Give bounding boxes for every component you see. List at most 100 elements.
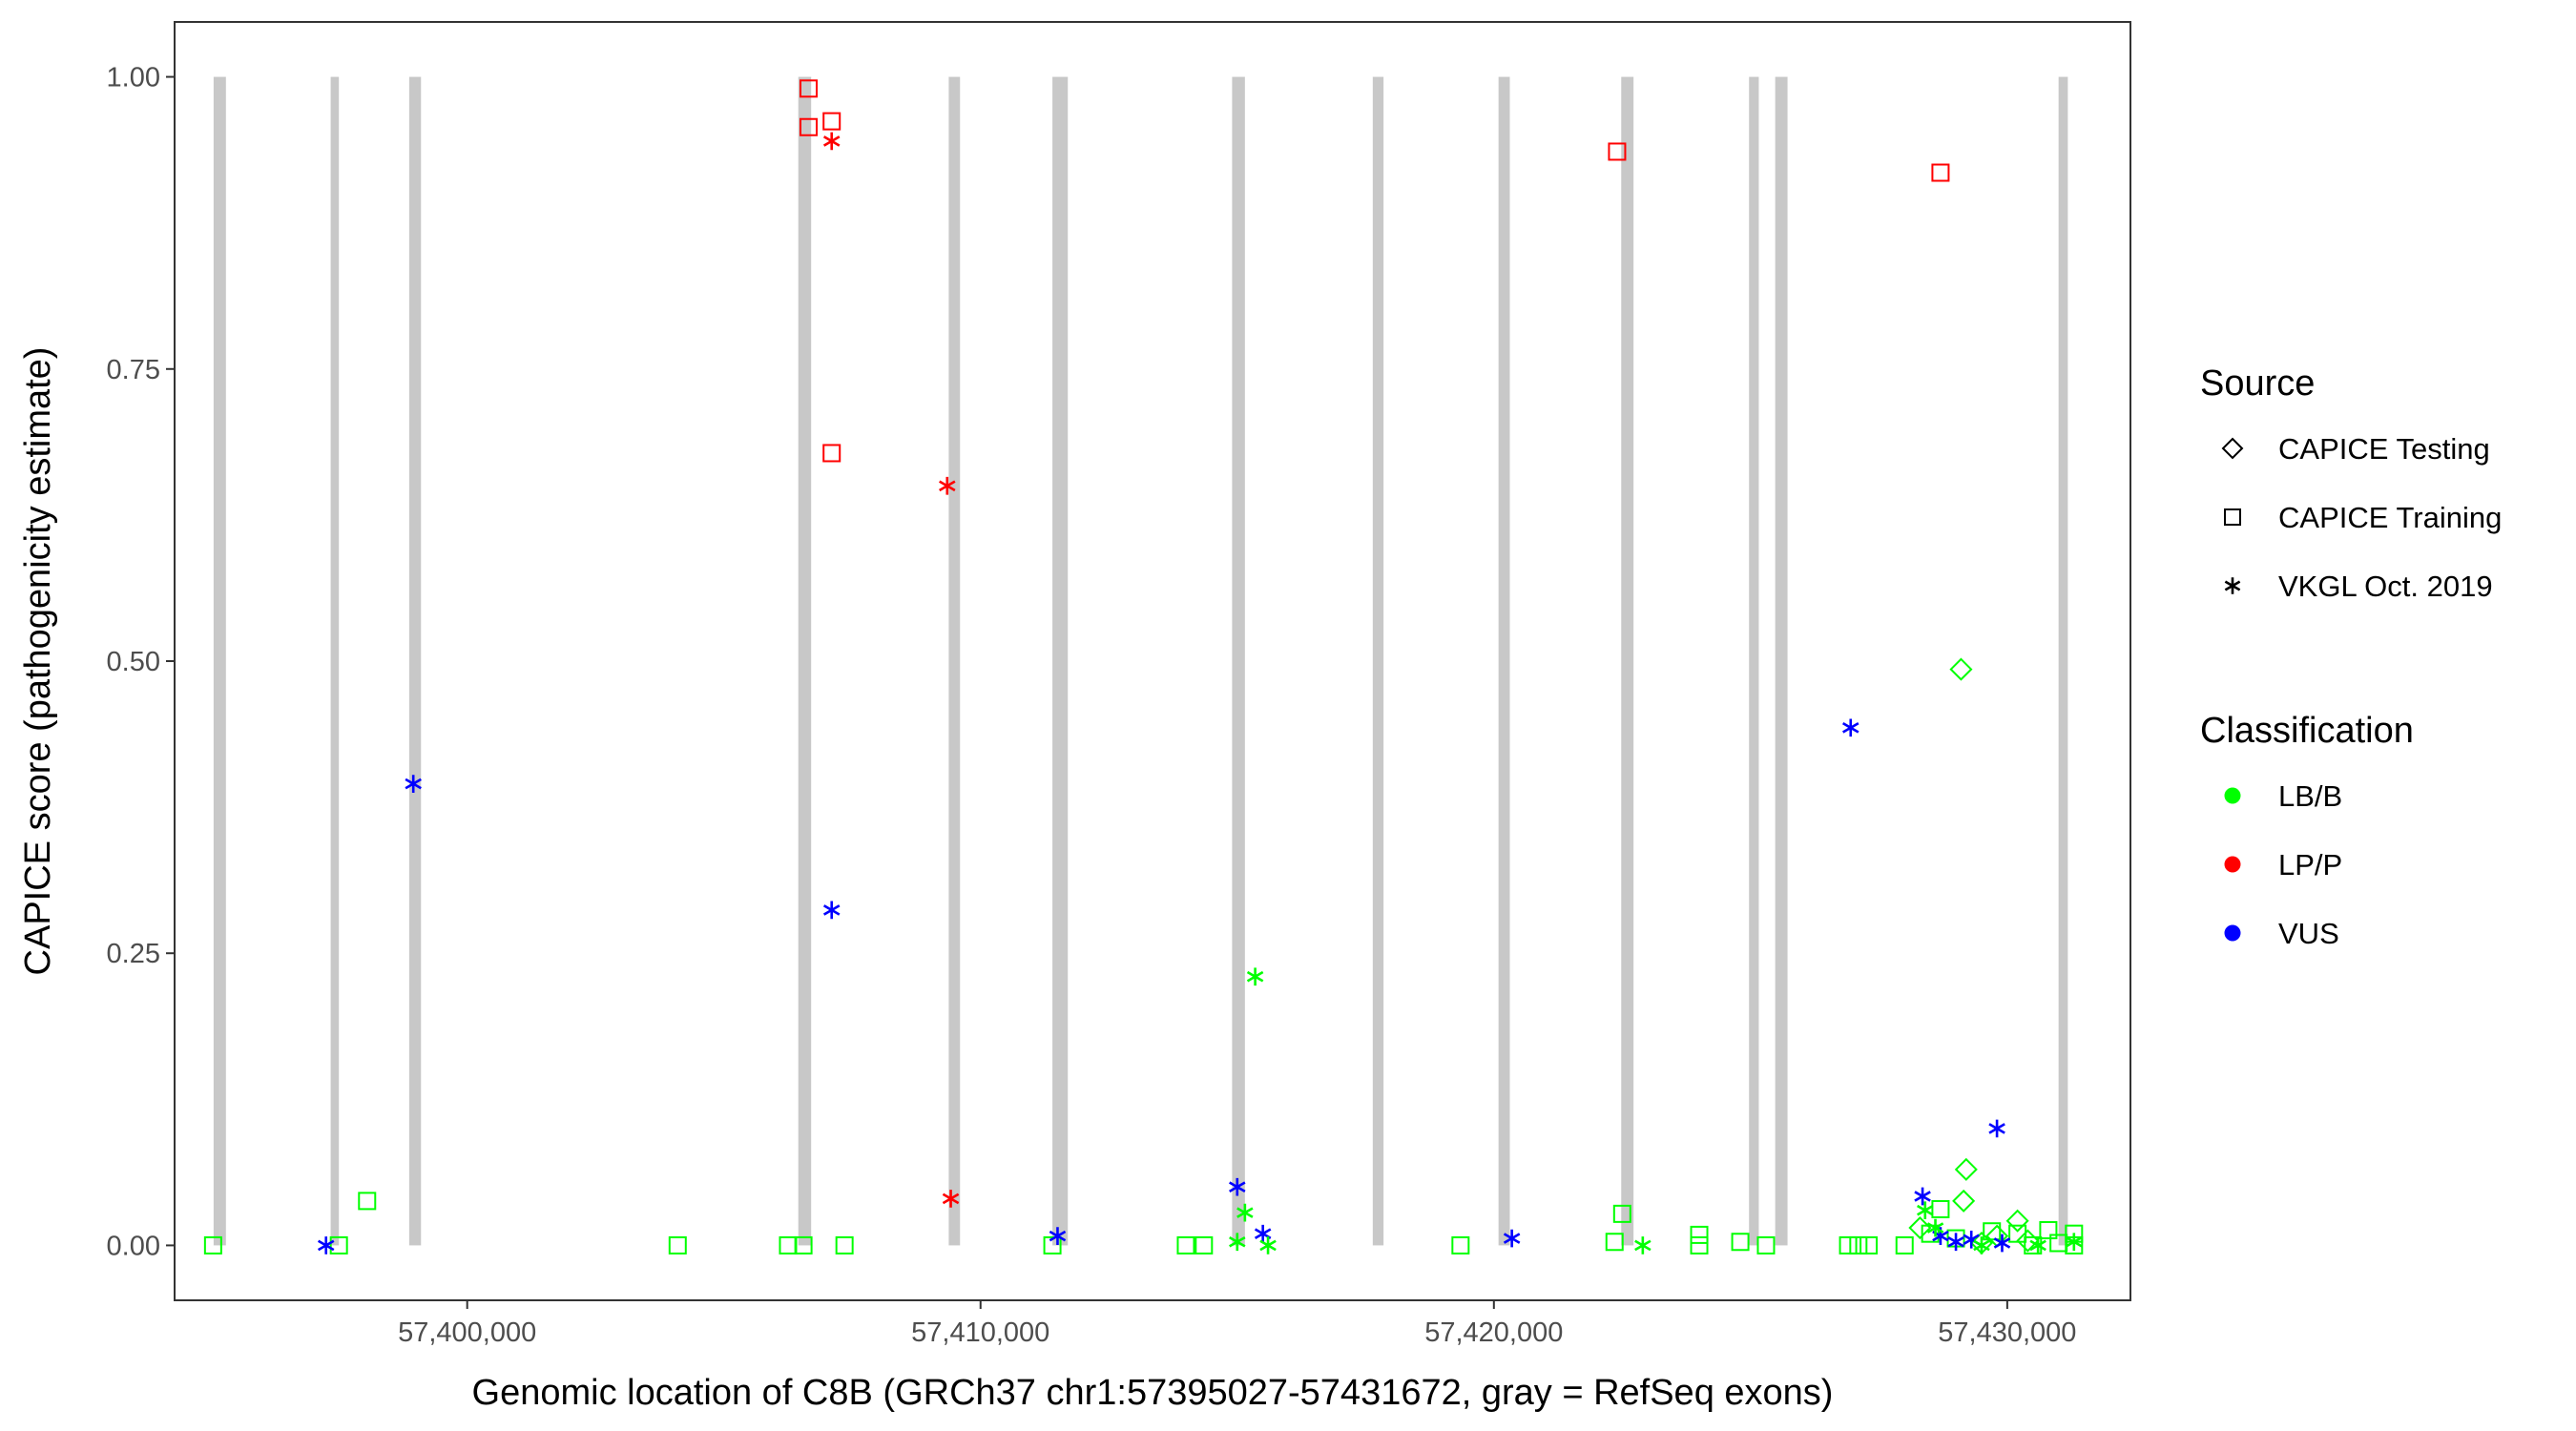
legend-key-dot	[2224, 924, 2241, 942]
data-point-square	[1983, 1222, 2002, 1241]
data-point-asterisk	[317, 1236, 335, 1255]
data-point-square	[358, 1192, 377, 1211]
exon-band	[948, 76, 961, 1246]
data-point-asterisk	[2066, 1233, 2083, 1252]
data-point-square	[800, 79, 819, 98]
data-point-asterisk	[405, 775, 422, 793]
data-point-diamond	[1949, 657, 1973, 681]
legend-source-title: Source	[2200, 363, 2315, 404]
legend: Source Classification CAPICE Testing CAPI…	[2200, 363, 2502, 950]
legend-classification-title: Classification	[2200, 711, 2414, 751]
data-point-asterisk	[1236, 1203, 1254, 1222]
exon-band	[1052, 76, 1069, 1246]
data-point-square	[1931, 1199, 1950, 1218]
y-tick-label: 0.00	[107, 1231, 160, 1261]
data-point-asterisk	[1503, 1229, 1521, 1248]
legend-source-label: VKGL Oct. 2019	[2278, 570, 2493, 603]
axes: 0.00 0.25 0.50 0.75 1.00 57,400,000 57,410,000…	[107, 63, 2077, 1348]
data-point-asterisk	[1246, 967, 1264, 986]
data-points	[203, 79, 2084, 1255]
data-point-square	[1859, 1235, 1879, 1255]
legend-source-label: CAPICE Testing	[2278, 432, 2490, 466]
data-point-square	[1612, 1204, 1631, 1223]
data-point-diamond	[1952, 1189, 1976, 1213]
data-point-square	[835, 1235, 854, 1255]
data-point-square	[1895, 1235, 1914, 1255]
exon-band	[330, 76, 340, 1246]
data-point-asterisk	[1229, 1177, 1246, 1196]
y-tick-label: 1.00	[107, 63, 160, 93]
data-point-asterisk	[822, 132, 841, 151]
data-point-asterisk	[1917, 1201, 1934, 1220]
data-point-diamond	[1954, 1157, 1978, 1181]
data-point-asterisk	[1993, 1234, 2011, 1253]
x-tick-label: 57,400,000	[398, 1317, 536, 1348]
x-tick-label: 57,410,000	[911, 1317, 1049, 1348]
y-tick-label: 0.75	[107, 355, 160, 385]
legend-key-dot	[2224, 856, 2241, 873]
data-point-square	[794, 1235, 813, 1255]
legend-key-diamond	[2221, 437, 2244, 460]
data-point-square	[1731, 1233, 1750, 1252]
y-axis-title: CAPICE score (pathogenicity estimate)	[18, 347, 58, 976]
data-point-asterisk	[822, 901, 841, 920]
data-point-square	[1451, 1235, 1470, 1255]
data-point-asterisk	[1842, 718, 1859, 737]
exon-band	[1749, 76, 1759, 1246]
data-point-square	[2039, 1221, 2058, 1240]
data-point-asterisk	[1973, 1236, 1990, 1255]
exon-band	[1775, 76, 1788, 1246]
data-point-square	[1690, 1235, 1709, 1255]
data-point-square	[1176, 1235, 1195, 1255]
data-point-square	[1608, 142, 1627, 161]
y-tick-label: 0.25	[107, 939, 160, 969]
data-point-square	[822, 112, 841, 131]
legend-key-dot	[2224, 787, 2241, 804]
legend-key-square	[2224, 508, 2241, 526]
data-point-square	[1605, 1233, 1624, 1252]
x-tick-label: 57,420,000	[1424, 1317, 1563, 1348]
data-point-asterisk	[1988, 1119, 2005, 1138]
data-point-asterisk	[1926, 1218, 1944, 1237]
exon-band	[1372, 76, 1384, 1246]
legend-classification-label: LP/P	[2278, 848, 2342, 881]
data-point-square	[1043, 1235, 1062, 1255]
data-point-asterisk	[939, 476, 956, 495]
data-point-square	[668, 1235, 687, 1255]
data-point-diamond	[2005, 1209, 2029, 1233]
data-point-square	[1931, 163, 1950, 182]
exon-band	[2058, 76, 2068, 1246]
data-point-asterisk	[1634, 1236, 1652, 1255]
exon-band	[213, 76, 226, 1246]
data-point-square	[1756, 1235, 1776, 1255]
data-point-asterisk	[1914, 1187, 1931, 1206]
y-tick-label: 0.50	[107, 647, 160, 677]
data-point-square	[2024, 1235, 2043, 1255]
x-tick-label: 57,430,000	[1938, 1317, 2076, 1348]
data-point-square	[822, 444, 841, 463]
data-point-square	[1839, 1235, 1858, 1255]
exon-band	[1621, 76, 1634, 1246]
legend-key-asterisk	[2224, 577, 2241, 594]
data-point-asterisk	[2029, 1236, 2046, 1255]
exon-band	[408, 76, 422, 1246]
exon-band	[1232, 76, 1245, 1246]
exon-band	[798, 76, 812, 1246]
data-point-square	[329, 1235, 348, 1255]
data-point-square	[1690, 1225, 1709, 1244]
data-point-asterisk	[1229, 1233, 1246, 1252]
legend-classification-label: LB/B	[2278, 779, 2342, 813]
data-point-square	[203, 1235, 222, 1255]
legend-classification-label: VUS	[2278, 917, 2339, 950]
data-point-diamond	[1908, 1216, 1932, 1240]
data-point-asterisk	[1947, 1233, 1964, 1252]
data-point-asterisk	[1259, 1236, 1277, 1255]
data-point-square	[1195, 1235, 1214, 1255]
data-point-asterisk	[942, 1190, 960, 1208]
exon-bands	[213, 76, 2068, 1246]
data-point-square	[800, 117, 819, 136]
data-point-square	[1849, 1235, 1868, 1255]
data-point-asterisk	[1049, 1227, 1067, 1245]
